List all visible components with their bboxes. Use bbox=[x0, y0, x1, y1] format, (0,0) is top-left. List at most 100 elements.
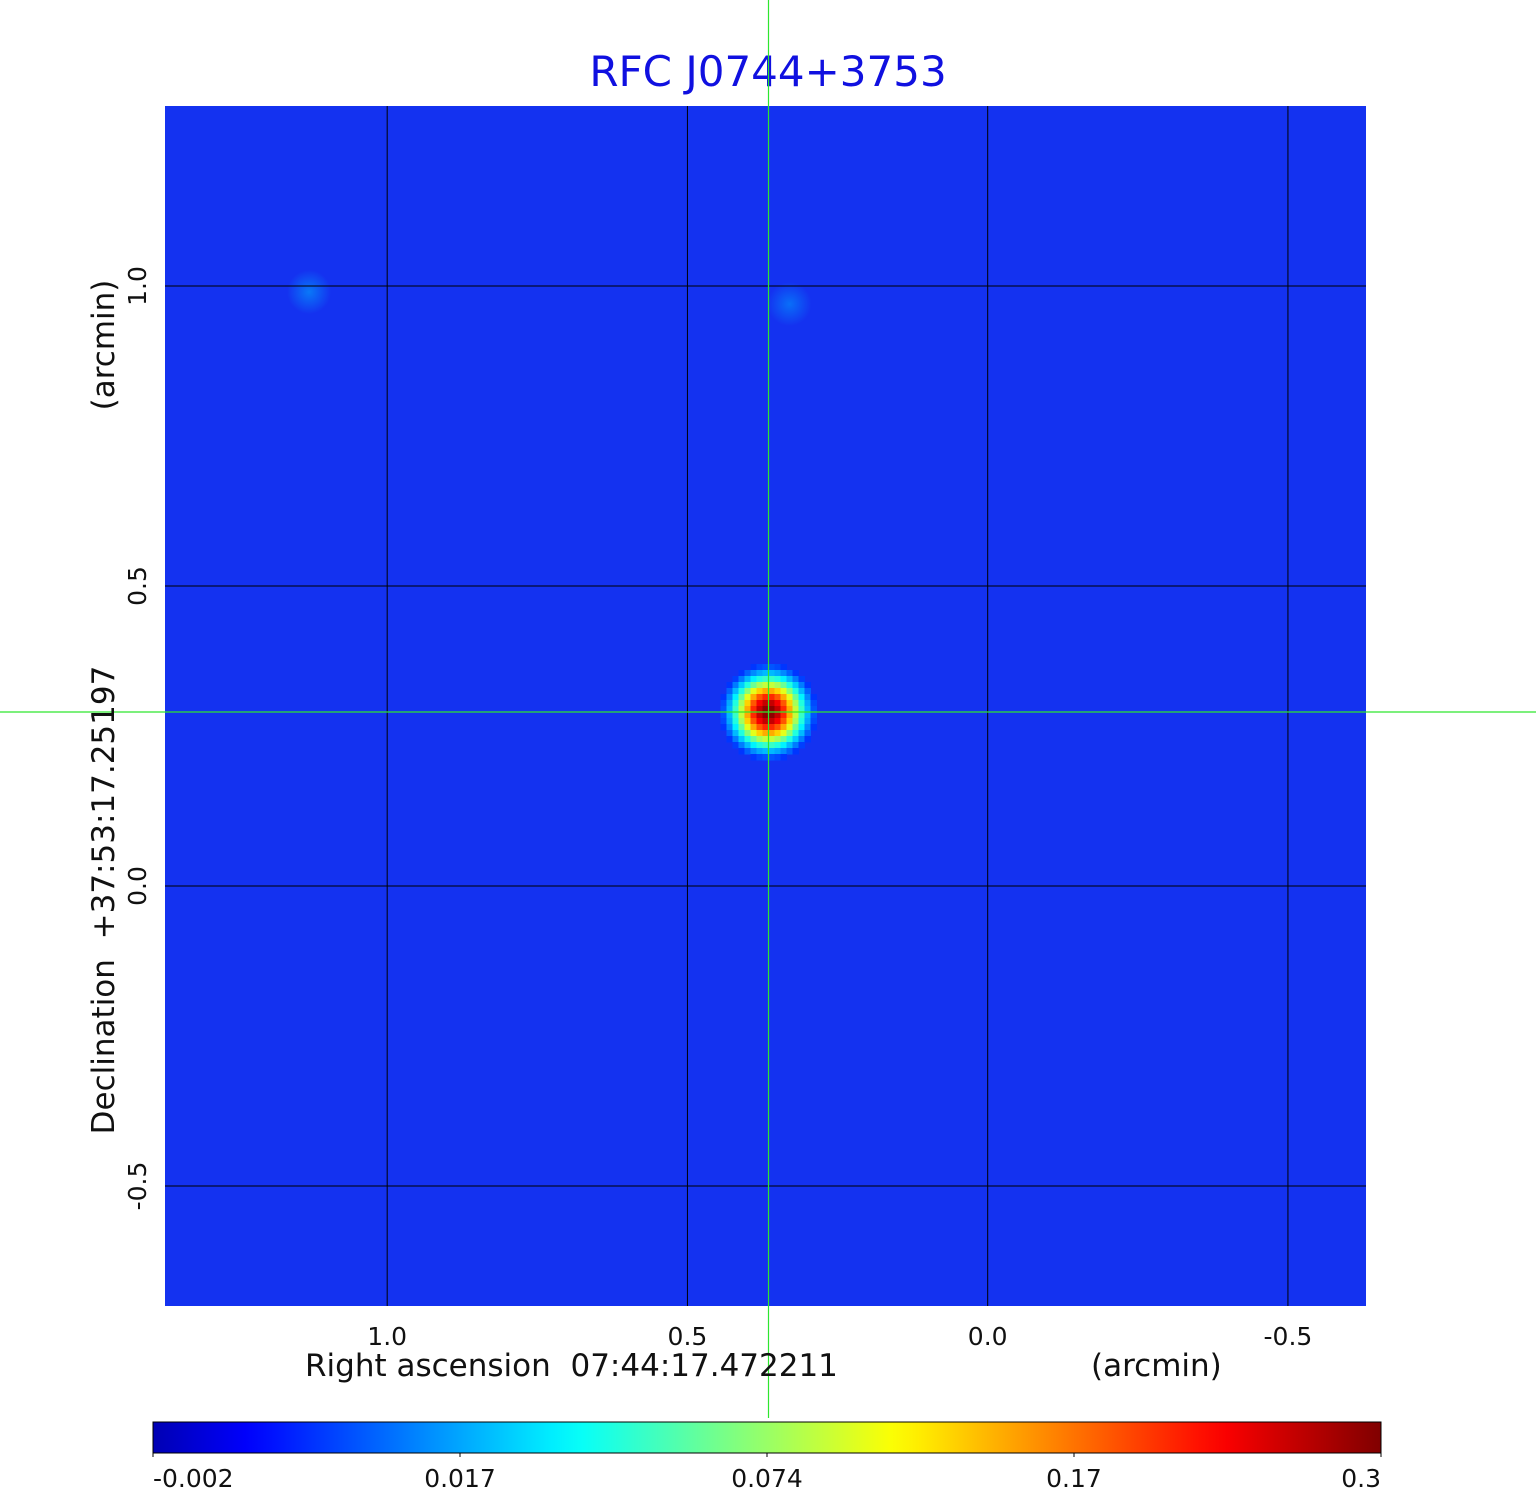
source-pixel bbox=[786, 736, 794, 743]
source-pixel bbox=[756, 700, 764, 707]
source-pixel bbox=[786, 694, 794, 701]
source-pixel bbox=[732, 700, 740, 707]
source-pixel bbox=[786, 682, 794, 689]
source-pixel bbox=[780, 676, 788, 683]
source-pixel bbox=[738, 724, 746, 731]
source-pixel bbox=[786, 688, 794, 695]
source-pixel bbox=[750, 670, 758, 677]
source-pixel bbox=[762, 724, 770, 731]
y-tick-label: -0.5 bbox=[123, 1162, 152, 1211]
source-pixel bbox=[762, 700, 770, 707]
y-tick-label: 0.5 bbox=[123, 566, 152, 606]
source-pixel bbox=[768, 712, 776, 719]
colorbar bbox=[152, 1421, 1382, 1454]
x-tick-label: -0.5 bbox=[1264, 1322, 1313, 1351]
source-pixel bbox=[798, 718, 806, 725]
source-pixel bbox=[732, 736, 740, 743]
source-pixel bbox=[732, 688, 740, 695]
source-pixel bbox=[732, 694, 740, 701]
source-pixel bbox=[804, 712, 812, 719]
source-pixel bbox=[780, 736, 788, 743]
x-tick-label: 1.0 bbox=[367, 1322, 407, 1351]
source-pixel bbox=[780, 724, 788, 731]
source-pixel bbox=[726, 682, 734, 689]
source-pixel bbox=[762, 676, 770, 683]
source-pixel bbox=[756, 754, 764, 761]
colorbar-tick-label: -0.002 bbox=[153, 1464, 234, 1493]
source-pixel bbox=[744, 682, 752, 689]
source-pixel bbox=[756, 694, 764, 701]
y-axis-unit: (arcmin) bbox=[86, 279, 122, 411]
source-pixel bbox=[768, 742, 776, 749]
source-pixel bbox=[804, 718, 812, 725]
source-pixel bbox=[780, 742, 788, 749]
source-pixel bbox=[762, 682, 770, 689]
source-pixel bbox=[750, 754, 758, 761]
source-pixel bbox=[774, 724, 782, 731]
source-pixel bbox=[780, 730, 788, 737]
source-pixel bbox=[804, 688, 812, 695]
source-pixel bbox=[732, 676, 740, 683]
source-pixel bbox=[726, 712, 734, 719]
source-pixel bbox=[768, 682, 776, 689]
source-pixel bbox=[810, 724, 818, 731]
source-pixel bbox=[774, 664, 782, 671]
source-pixel bbox=[738, 706, 746, 713]
source-pixel bbox=[774, 670, 782, 677]
source-pixel bbox=[726, 700, 734, 707]
source-pixel bbox=[762, 688, 770, 695]
source-pixel bbox=[762, 748, 770, 755]
source-pixel bbox=[762, 730, 770, 737]
source-pixel bbox=[768, 736, 776, 743]
source-pixel bbox=[720, 700, 728, 707]
source-pixel bbox=[720, 724, 728, 731]
source-pixel bbox=[744, 730, 752, 737]
x-tick-label: 0.0 bbox=[968, 1322, 1008, 1351]
source-pixel bbox=[768, 700, 776, 707]
source-pixel bbox=[756, 688, 764, 695]
source-pixel bbox=[792, 694, 800, 701]
source-pixel bbox=[750, 712, 758, 719]
source-pixel bbox=[738, 718, 746, 725]
colorbar-tick-label: 0.017 bbox=[424, 1464, 496, 1493]
source-pixel bbox=[738, 682, 746, 689]
source-pixel bbox=[726, 718, 734, 725]
y-axis-label: Declination +37:53:17.25197 bbox=[86, 665, 122, 1135]
source-pixel bbox=[792, 736, 800, 743]
source-pixel bbox=[774, 736, 782, 743]
source-pixel bbox=[786, 718, 794, 725]
source-pixel bbox=[780, 712, 788, 719]
source-pixel bbox=[720, 694, 728, 701]
source-pixel bbox=[792, 712, 800, 719]
source-pixel bbox=[726, 724, 734, 731]
source-pixel bbox=[756, 712, 764, 719]
colorbar-tick-label: 0.17 bbox=[1046, 1464, 1102, 1493]
source-pixel bbox=[786, 724, 794, 731]
source-pixel bbox=[744, 724, 752, 731]
source-pixel bbox=[750, 736, 758, 743]
source-pixel bbox=[792, 748, 800, 755]
source-pixel bbox=[798, 694, 806, 701]
source-pixel bbox=[792, 700, 800, 707]
source-pixel bbox=[750, 694, 758, 701]
source-pixel bbox=[750, 664, 758, 671]
source-pixel bbox=[774, 712, 782, 719]
source-pixel bbox=[732, 682, 740, 689]
source-pixel bbox=[780, 694, 788, 701]
source-pixel bbox=[762, 712, 770, 719]
faint-feature bbox=[287, 270, 332, 314]
source-pixel bbox=[774, 754, 782, 761]
source-pixel bbox=[780, 670, 788, 677]
source-pixel bbox=[798, 706, 806, 713]
source-pixel bbox=[798, 712, 806, 719]
source-pixel bbox=[780, 664, 788, 671]
source-pixel bbox=[798, 730, 806, 737]
source-pixel bbox=[738, 688, 746, 695]
source-pixel bbox=[750, 748, 758, 755]
source-pixel bbox=[750, 718, 758, 725]
source-pixel bbox=[798, 682, 806, 689]
source-pixel bbox=[774, 718, 782, 725]
source-pixel bbox=[780, 682, 788, 689]
source-pixel bbox=[768, 670, 776, 677]
source-pixel bbox=[732, 712, 740, 719]
